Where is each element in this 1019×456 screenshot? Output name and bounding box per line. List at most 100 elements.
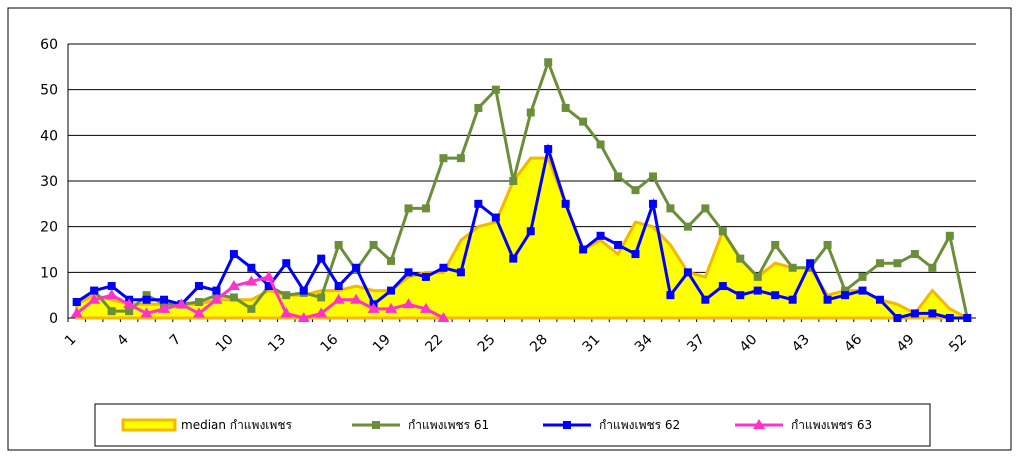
- marker: [142, 295, 151, 304]
- y-tick-label: 0: [49, 311, 58, 327]
- marker: [544, 58, 553, 67]
- marker: [282, 291, 291, 300]
- marker: [963, 314, 972, 322]
- marker: [910, 250, 919, 259]
- marker: [90, 286, 99, 295]
- marker: [631, 186, 640, 195]
- marker: [736, 291, 745, 300]
- marker: [387, 256, 396, 265]
- marker: [701, 295, 710, 304]
- marker: [105, 289, 118, 300]
- marker: [526, 227, 535, 236]
- marker: [192, 307, 205, 318]
- marker: [841, 291, 850, 300]
- marker: [928, 263, 937, 272]
- marker: [526, 108, 535, 117]
- marker: [509, 177, 518, 185]
- marker: [402, 298, 415, 309]
- marker: [334, 240, 343, 249]
- marker: [332, 293, 345, 304]
- marker: [614, 172, 623, 181]
- marker: [175, 298, 188, 309]
- marker: [701, 204, 710, 213]
- marker: [264, 282, 273, 291]
- legend-label: median กำแพงเพชร: [181, 418, 292, 432]
- y-tick-label: 60: [40, 37, 58, 53]
- marker: [945, 314, 954, 322]
- marker: [212, 286, 221, 295]
- marker: [299, 286, 308, 295]
- y-tick-label: 10: [40, 265, 58, 281]
- legend-label: กำแพงเพชร 61: [408, 418, 489, 432]
- marker: [70, 307, 83, 318]
- marker: [262, 270, 275, 281]
- marker: [718, 282, 727, 291]
- marker: [823, 295, 832, 304]
- legend-marker: [753, 419, 765, 429]
- marker: [788, 295, 797, 304]
- marker: [456, 154, 465, 163]
- marker: [247, 263, 256, 272]
- line: [75, 57, 969, 319]
- marker: [367, 302, 380, 313]
- marker: [421, 272, 430, 281]
- marker: [404, 268, 413, 277]
- marker: [648, 199, 657, 208]
- marker: [315, 307, 328, 318]
- marker: [387, 286, 396, 295]
- marker: [875, 259, 884, 268]
- marker: [561, 103, 570, 112]
- marker: [544, 145, 553, 154]
- legend-swatch: [121, 418, 177, 432]
- marker: [491, 85, 500, 94]
- marker: [317, 293, 326, 302]
- marker: [753, 286, 762, 295]
- marker: [858, 272, 867, 281]
- marker: [158, 302, 171, 313]
- marker: [210, 293, 223, 304]
- marker: [140, 307, 153, 318]
- marker: [247, 304, 256, 313]
- marker: [229, 293, 238, 302]
- marker: [107, 307, 116, 316]
- y-tick-label: 30: [40, 174, 58, 190]
- marker: [596, 140, 605, 149]
- marker: [841, 286, 850, 295]
- marker: [893, 259, 902, 268]
- marker: [579, 117, 588, 126]
- marker: [788, 263, 797, 272]
- marker: [823, 240, 832, 249]
- marker: [806, 263, 815, 272]
- marker: [893, 314, 902, 322]
- marker: [666, 204, 675, 213]
- marker: [631, 250, 640, 259]
- marker: [350, 293, 363, 304]
- marker: [579, 245, 588, 254]
- legend-box: [94, 403, 931, 447]
- marker: [439, 154, 448, 163]
- marker: [875, 295, 884, 304]
- marker: [160, 295, 169, 304]
- marker: [437, 312, 450, 322]
- marker: [194, 298, 203, 307]
- marker: [596, 231, 605, 240]
- marker: [142, 291, 151, 300]
- marker: [227, 280, 240, 291]
- marker: [736, 254, 745, 263]
- marker: [648, 172, 657, 181]
- marker: [439, 263, 448, 272]
- marker: [561, 199, 570, 208]
- marker: [404, 204, 413, 213]
- y-tick-label: 50: [40, 83, 58, 99]
- marker: [858, 286, 867, 295]
- marker: [456, 268, 465, 277]
- legend-label: กำแพงเพชร 63: [791, 418, 872, 432]
- line: [75, 143, 968, 320]
- marker: [718, 227, 727, 236]
- marker: [352, 263, 361, 272]
- marker: [771, 240, 780, 249]
- legend-label: กำแพงเพชร 62: [599, 418, 680, 432]
- marker: [419, 302, 432, 313]
- marker: [474, 103, 483, 112]
- marker: [107, 282, 116, 291]
